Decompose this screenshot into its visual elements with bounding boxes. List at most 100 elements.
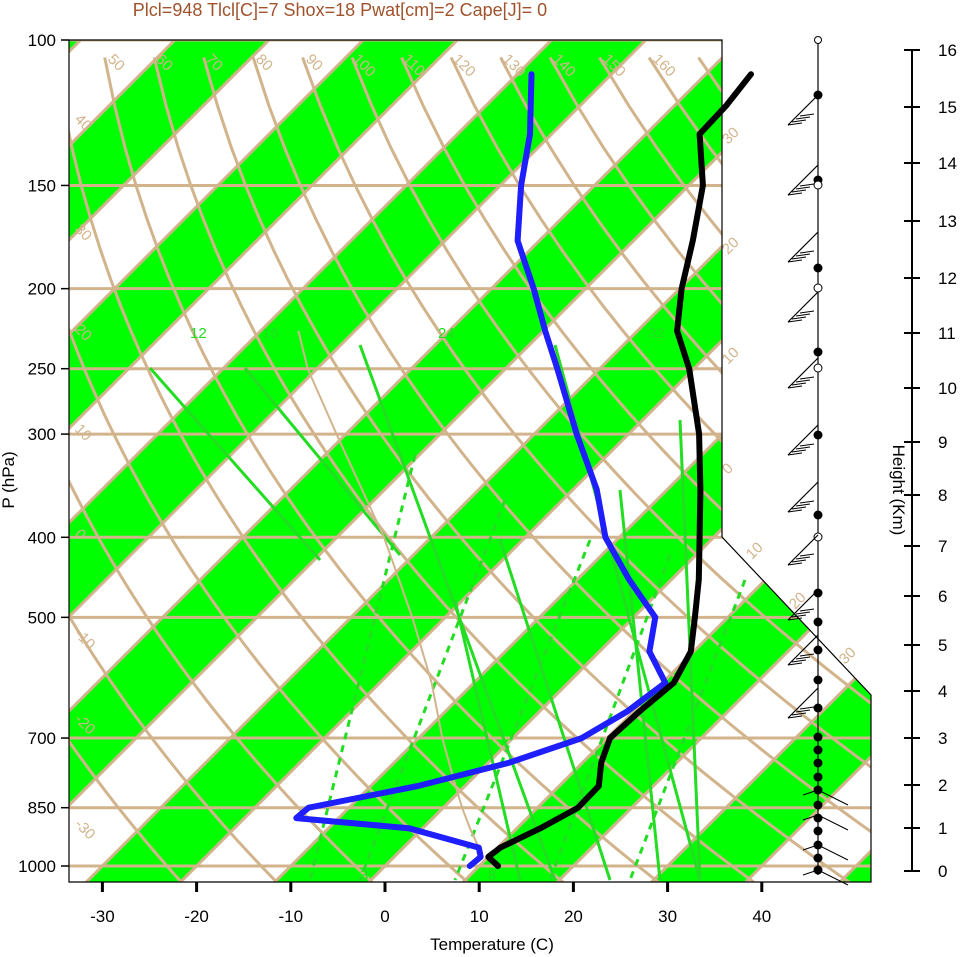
isotherm-label: 160 — [649, 51, 679, 81]
plot-frame — [68, 39, 872, 883]
isotherm — [272, 40, 871, 882]
wind-barb-flag — [799, 706, 815, 710]
wind-barb-flag — [791, 382, 807, 386]
height-tick-label: 1 — [938, 819, 947, 838]
wind-barb-flag — [795, 379, 811, 383]
wind-level-dot — [813, 826, 823, 836]
dry-adiabat — [69, 57, 280, 882]
wind-barb-flag — [799, 376, 815, 380]
wind-barb-flag — [799, 500, 815, 504]
dry-adiabat — [152, 57, 757, 882]
pressure-tick-label: 700 — [28, 729, 56, 748]
wind-barb-flag — [799, 310, 815, 314]
wind-barb-flag — [791, 189, 807, 193]
wind-barb-column — [787, 36, 849, 886]
isotherm-label: 120 — [449, 51, 479, 81]
wind-barb-flag — [787, 662, 803, 666]
isotherm — [178, 40, 871, 882]
isotherm — [69, 40, 591, 882]
temperature-tick-label: -10 — [279, 907, 304, 926]
wind-barb — [787, 357, 819, 389]
wind-level-dot — [813, 645, 823, 655]
dry-adiabat — [350, 56, 871, 882]
wind-barb-flag — [795, 116, 811, 120]
wind-barb — [787, 94, 819, 126]
mixing-ratio-dashed — [308, 454, 417, 881]
mixing-ratio-line — [453, 599, 522, 881]
isotherm — [0, 2, 24, 883]
pressure-tick-label: 200 — [28, 280, 56, 299]
wind-barb-flag — [787, 192, 803, 196]
height-tick-label: 9 — [938, 433, 947, 452]
dewpoint-curve — [293, 71, 669, 869]
wind-barb — [787, 481, 819, 513]
y2-axis-label: Height (Km) — [889, 445, 908, 536]
wind-barb — [817, 789, 849, 806]
mixing-ratio-label: 24 — [438, 325, 455, 342]
pressure-tick-label: 400 — [28, 528, 56, 547]
wind-barb-flag — [799, 183, 815, 187]
temperature-tick-label: -20 — [184, 907, 209, 926]
edge-label: -30 — [71, 816, 98, 843]
wind-barb — [787, 424, 819, 456]
dry-adiabat — [251, 57, 871, 882]
mixing-ratio-label: 16 — [262, 325, 279, 342]
wind-barb — [787, 687, 819, 719]
mixing-ratio-label: 3 — [360, 867, 368, 884]
isotherm — [69, 40, 497, 882]
height-tick-label: 8 — [938, 486, 947, 505]
wind-barb — [817, 814, 849, 831]
wind-level-dot — [813, 347, 823, 357]
temperature-tick-label: 30 — [658, 907, 677, 926]
wind-barb-flag — [795, 313, 811, 317]
wind-barb — [802, 814, 819, 821]
wind-barb-flag — [791, 119, 807, 123]
wind-barb-flag — [791, 559, 807, 563]
wind-barb-flag — [799, 608, 815, 612]
mixing-ratio-label: 12 — [190, 325, 207, 342]
wind-barb-flag — [787, 617, 803, 621]
y-axis-label: P (hPa) — [0, 451, 18, 508]
dry-adiabat — [103, 57, 662, 882]
wind-barb-flag — [787, 562, 803, 566]
height-tick-label: 2 — [938, 776, 947, 795]
wind-level-open — [813, 180, 823, 190]
wind-barb-flag — [795, 709, 811, 713]
temperature-tick-label: -30 — [90, 907, 115, 926]
wind-barb-flag — [795, 556, 811, 560]
wind-barb — [802, 789, 819, 796]
wind-barb — [787, 291, 819, 323]
wind-level-dot — [813, 703, 823, 713]
wind-level-dot — [813, 745, 823, 755]
mixing-ratio-dashed — [628, 579, 747, 881]
wind-barb — [802, 844, 819, 851]
wind-barb-flag — [799, 113, 815, 117]
wind-barb-flag — [791, 659, 807, 663]
temperature-tick-label: 10 — [470, 907, 489, 926]
wind-barb — [787, 589, 819, 621]
wind-barb — [787, 634, 819, 666]
wind-barb-flag — [795, 503, 811, 507]
wind-barb-flag — [791, 614, 807, 618]
wind-level-open — [813, 283, 823, 293]
temperature-tick-label: 40 — [752, 907, 771, 926]
wind-level-open — [813, 532, 823, 542]
wind-barb-flag — [787, 509, 803, 513]
wind-barb-flag — [799, 250, 815, 254]
wind-level-dot — [813, 800, 823, 810]
wind-barb — [787, 164, 819, 196]
isotherm-label: 90 — [302, 51, 326, 75]
wind-barb-flag — [787, 259, 803, 263]
wind-level-dot — [813, 675, 823, 685]
wind-barb-flag — [795, 253, 811, 257]
x-axis-label: Temperature (C) — [430, 935, 554, 954]
mixing-ratio-dashed — [358, 499, 507, 881]
dry-adiabat — [449, 56, 871, 882]
wind-barb-flag — [795, 611, 811, 615]
wind-level-dot — [813, 510, 823, 520]
height-tick-label: 5 — [938, 636, 947, 655]
pressure-tick-label: 250 — [28, 360, 56, 379]
temperature-tick-label: 20 — [564, 907, 583, 926]
wind-barb-flag — [795, 656, 811, 660]
